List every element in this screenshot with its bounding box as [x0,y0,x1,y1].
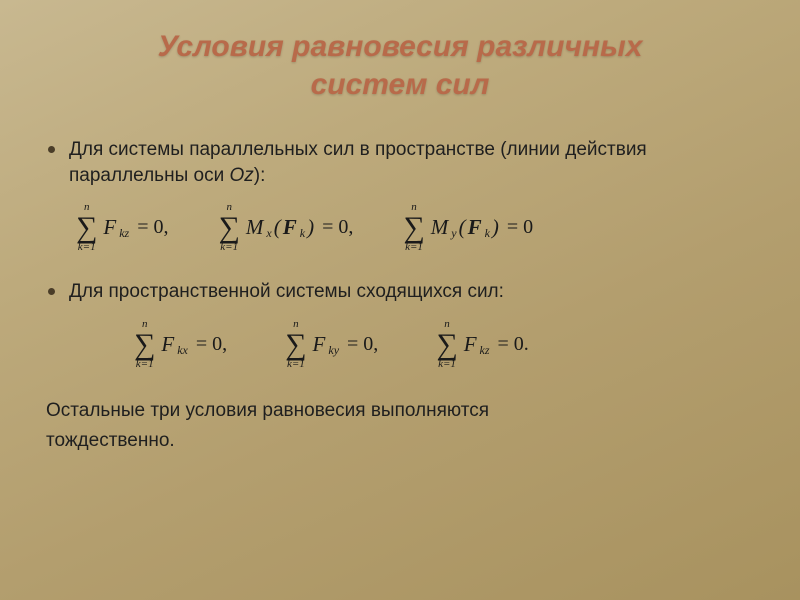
eq-symbol: F [103,215,116,240]
title-line-1: Условия равновесия различных [158,30,643,63]
eq-symbol: F [464,332,477,357]
eq-tail: = 0. [498,333,529,356]
eq-subscript: kz [119,226,129,241]
eq-arg: F [468,215,482,240]
bullet-2-text: Для пространственной системы сходящихся … [69,279,756,305]
eq1-term-3: n ∑ k=1 M y ( F k ) = 0 [403,202,539,253]
eq-paren: ) [307,215,314,240]
eq-symbol: M [246,215,264,240]
eq-arg: F [283,215,297,240]
sum-sigma: ∑ [285,331,306,358]
sum-sigma: ∑ [134,331,155,358]
eq-paren: ) [492,215,499,240]
sum-lower: k=1 [438,359,456,370]
eq-arg-sub: k [485,226,490,241]
equation-row-2: n ∑ k=1 F kx = 0, n ∑ k=1 F ky = 0, n ∑ … [134,319,756,370]
eq-subscript: kx [177,343,188,358]
slide-title: Условия равновесия различных систем сил [44,28,756,103]
eq1-term-1: n ∑ k=1 F kz = 0, [76,202,175,253]
sum-sigma: ∑ [219,214,240,241]
eq-tail: = 0, [137,216,168,239]
title-line-2: систем сил [311,68,490,101]
eq-tail: = 0, [347,333,378,356]
eq-paren: ( [459,215,466,240]
bullet-1: Для системы параллельных сил в пространс… [48,137,756,188]
eq-subscript: ky [328,343,339,358]
footer-line-2: тождественно. [46,426,756,456]
bullet-1-text: Для системы параллельных сил в пространс… [69,137,756,188]
sum-lower: k=1 [220,242,238,253]
sigma-icon: n ∑ k=1 [134,319,155,370]
footer-line-1: Остальные три условия равновесия выполня… [46,396,756,426]
sum-lower: k=1 [136,359,154,370]
eq-tail: = 0 [507,216,533,239]
eq2-term-3: n ∑ k=1 F kz = 0. [436,319,535,370]
sigma-icon: n ∑ k=1 [403,202,424,253]
eq-tail: = 0, [196,333,227,356]
sigma-icon: n ∑ k=1 [436,319,457,370]
sigma-icon: n ∑ k=1 [285,319,306,370]
sum-sigma: ∑ [403,214,424,241]
eq2-term-1: n ∑ k=1 F kx = 0, [134,319,233,370]
sum-lower: k=1 [78,242,96,253]
sigma-icon: n ∑ k=1 [219,202,240,253]
sum-sigma: ∑ [76,214,97,241]
eq-subscript: y [451,226,456,241]
sum-lower: k=1 [287,359,305,370]
sum-lower: k=1 [405,242,423,253]
equation-row-1: n ∑ k=1 F kz = 0, n ∑ k=1 M x ( F k ) = … [76,202,756,253]
bullet-dot-icon [48,288,55,295]
slide: Условия равновесия различных систем сил … [0,0,800,600]
sum-sigma: ∑ [436,331,457,358]
eq-arg-sub: k [300,226,305,241]
eq-symbol: F [161,332,174,357]
eq-symbol: F [313,332,326,357]
footer-text: Остальные три условия равновесия выполня… [46,396,756,457]
bullet-1-pre: Для системы параллельных сил в пространс… [69,139,647,186]
bullet-1-post: ): [254,165,266,186]
eq-tail: = 0, [322,216,353,239]
sigma-icon: n ∑ k=1 [76,202,97,253]
bullet-1-axis: Oz [229,165,253,186]
bullet-2: Для пространственной системы сходящихся … [48,279,756,305]
eq-paren: ( [274,215,281,240]
eq-subscript: x [266,226,271,241]
eq-subscript: kz [480,343,490,358]
eq1-term-2: n ∑ k=1 M x ( F k ) = 0, [219,202,360,253]
eq2-term-2: n ∑ k=1 F ky = 0, [285,319,384,370]
eq-symbol: M [431,215,449,240]
bullet-dot-icon [48,146,55,153]
